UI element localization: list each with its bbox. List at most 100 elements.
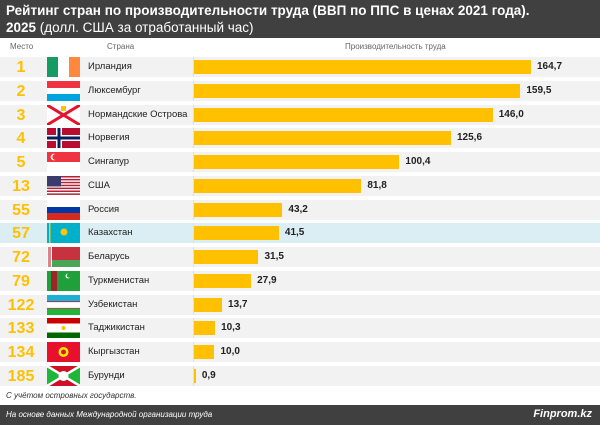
country-name: Беларусь (88, 251, 130, 262)
table-row: 134 Кыргызстан 10,0 (0, 342, 600, 362)
divider (193, 128, 194, 149)
jersey-flag-icon (47, 104, 80, 125)
country-name: Россия (88, 203, 120, 215)
chart-title: Рейтинг стран по производительности труд… (0, 0, 600, 38)
value-label: 10,3 (221, 322, 241, 334)
table-row: 79 Туркменистан 27,9 (0, 270, 600, 291)
divider (193, 175, 194, 196)
bar (194, 202, 283, 217)
column-header-country: Страна (107, 42, 135, 51)
divider (193, 80, 194, 101)
title-line1: Рейтинг стран по производительности труд… (6, 3, 530, 18)
divider (193, 247, 194, 267)
table-row: 13 США 81,8 (0, 175, 600, 196)
bar (194, 107, 493, 122)
country-name: Таджикистан (88, 322, 145, 334)
footer: На основе данных Международной организац… (0, 405, 600, 425)
country-name: Кыргызстан (88, 346, 140, 357)
country-name: Узбекистан (88, 298, 138, 310)
table-row: 57 Казахстан 41,5 (0, 223, 600, 244)
bar (194, 368, 196, 383)
divider (193, 199, 194, 220)
tajikistan-flag-icon (47, 318, 80, 339)
rank: 133 (7, 320, 35, 338)
country-name: Казахстан (88, 227, 133, 239)
value-label: 13,7 (228, 298, 248, 310)
norway-flag-icon (47, 128, 80, 149)
country-name: Нормандские Острова (88, 108, 188, 120)
singapore-flag-icon (47, 152, 80, 172)
luxembourg-flag-icon (47, 80, 80, 101)
rank: 5 (16, 154, 26, 171)
table-row: 1 Ирландия 164,7 (0, 57, 600, 77)
column-header-value: Производительность труда (345, 42, 446, 51)
table-row: 2 Люксембург 159,5 (0, 80, 600, 101)
value-label: 10,0 (220, 346, 240, 357)
rank: 1 (16, 59, 26, 76)
rank: 72 (12, 249, 30, 266)
usa-flag-icon (47, 175, 80, 196)
rank: 55 (12, 201, 30, 219)
footnote: С учётом островных государств. (6, 391, 137, 400)
rank: 122 (7, 296, 35, 314)
country-name: Люксембург (88, 84, 141, 96)
value-label: 31,5 (264, 251, 284, 262)
table-row: 122 Узбекистан 13,7 (0, 294, 600, 315)
title-line2: (долл. США за отработанный час) (36, 20, 254, 35)
divider (193, 104, 194, 125)
bar (194, 345, 215, 359)
divider (193, 57, 194, 77)
finprom-logo: Finprom.kz (533, 408, 592, 420)
table-row: 4 Норвегия 125,6 (0, 128, 600, 149)
bar (194, 273, 252, 288)
belarus-flag-icon (47, 247, 80, 267)
kyrgyzstan-flag-icon (47, 342, 80, 362)
kazakhstan-flag-icon (47, 223, 80, 244)
value-label: 159,5 (526, 84, 552, 96)
bar (194, 83, 521, 98)
bar (194, 60, 531, 74)
divider (193, 365, 194, 386)
country-name: Ирландия (88, 61, 132, 72)
bar (194, 178, 362, 193)
rank: 2 (16, 82, 26, 100)
value-label: 125,6 (456, 132, 483, 144)
divider (193, 342, 194, 362)
bar (194, 321, 216, 336)
country-name: Норвегия (88, 132, 130, 144)
ireland-flag-icon (47, 57, 80, 77)
country-name: Сингапур (88, 156, 130, 167)
table-row: 133 Таджикистан 10,3 (0, 318, 600, 339)
table-row: 72 Беларусь 31,5 (0, 247, 600, 267)
value-label: 81,8 (367, 179, 387, 191)
rank: 13 (12, 177, 30, 195)
rank: 79 (12, 272, 30, 290)
bar (194, 131, 451, 146)
table-row: 3 Нормандские Острова 146,0 (0, 104, 600, 125)
turkmenistan-flag-icon (47, 270, 80, 291)
divider (193, 270, 194, 291)
title-year: 2025 (6, 20, 37, 35)
bar (194, 155, 400, 169)
uzbekistan-flag-icon (47, 294, 80, 315)
bar (194, 250, 259, 264)
source-text: На основе данных Международной организац… (6, 410, 213, 419)
rank: 3 (16, 106, 26, 124)
rank: 57 (12, 225, 30, 243)
russia-flag-icon (47, 199, 80, 220)
value-label: 100,4 (405, 156, 431, 167)
bar (194, 297, 223, 312)
value-label: 146,0 (498, 108, 524, 120)
rank: 4 (16, 130, 26, 148)
table-row: 5 Сингапур 100,4 (0, 152, 600, 172)
value-label: 43,2 (288, 203, 308, 215)
bar (194, 226, 279, 241)
table-row: 55 Россия 43,2 (0, 199, 600, 220)
divider (193, 152, 194, 172)
value-label: 41,5 (284, 227, 305, 239)
value-label: 27,9 (257, 274, 277, 286)
divider (193, 318, 194, 339)
country-name: Бурунди (88, 369, 125, 381)
value-label: 164,7 (537, 61, 563, 72)
country-name: Туркменистан (88, 274, 150, 286)
